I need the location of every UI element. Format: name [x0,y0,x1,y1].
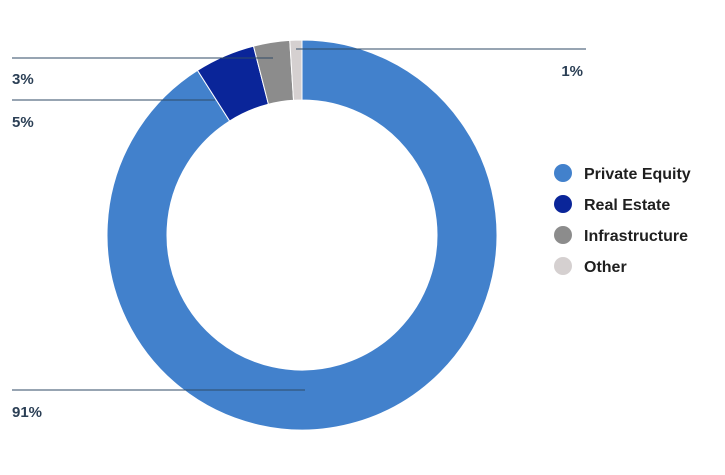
legend-swatch-real-estate [554,195,572,213]
data-label-real-estate: 5% [12,114,34,131]
legend-swatch-other [554,257,572,275]
legend-swatch-private-equity [554,164,572,182]
data-label-private-equity: 91% [12,404,42,421]
donut-slices [106,39,498,431]
slice-private-equity [106,39,498,431]
data-label-infrastructure: 3% [12,71,34,88]
legend-label-infrastructure: Infrastructure [584,228,688,245]
legend: Private Equity Real Estate Infrastructure O… [554,164,691,276]
legend-label-other: Other [584,259,627,276]
percentage-labels: 91% 5% 3% 1% [12,63,583,421]
legend-label-real-estate: Real Estate [584,197,670,214]
legend-swatch-infrastructure [554,226,572,244]
slice-other [289,39,303,101]
leader-lines [12,48,586,391]
data-label-other: 1% [561,63,583,80]
legend-label-private-equity: Private Equity [584,166,691,183]
